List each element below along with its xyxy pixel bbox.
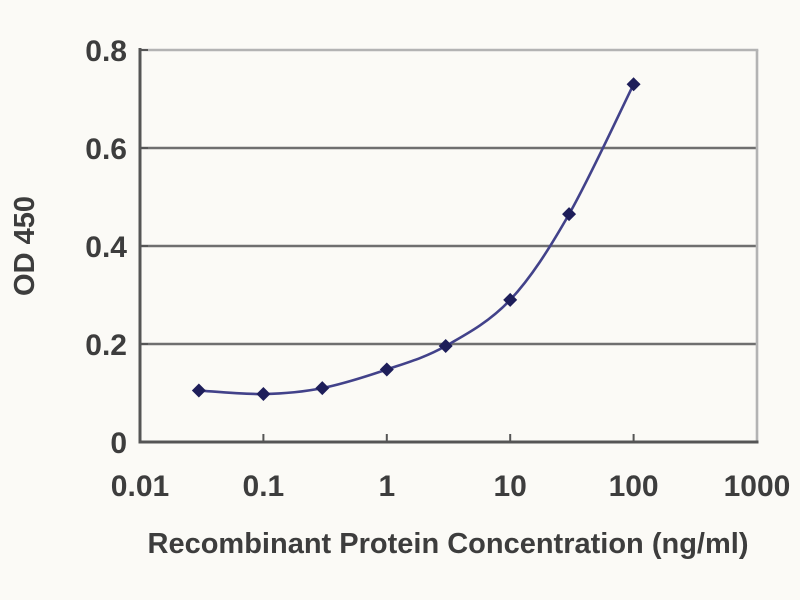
series-layer: [191, 77, 641, 401]
y-tick-label-0: 0: [110, 427, 127, 460]
x-tick-label-0.1: 0.1: [243, 470, 285, 503]
y-tick-label-0.2: 0.2: [85, 329, 127, 362]
y-tick-label-0.4: 0.4: [85, 231, 127, 264]
data-point-30: [562, 207, 577, 222]
y-axis-title: OD 450: [9, 196, 41, 296]
data-point-0.3: [315, 381, 330, 396]
data-point-1: [379, 362, 394, 377]
data-point-0.03: [191, 383, 206, 398]
x-axis-title: Recombinant Protein Concentration (ng/ml…: [148, 528, 749, 560]
data-point-10: [503, 292, 518, 307]
series-line: [198, 83, 635, 396]
data-point-100: [626, 77, 641, 92]
x-tick-label-1: 1: [378, 470, 395, 503]
y-tick-label-0.6: 0.6: [85, 133, 127, 166]
x-tick-label-1000: 1000: [724, 470, 791, 503]
x-tick-label-100: 100: [609, 470, 659, 503]
x-tick-label-10: 10: [494, 470, 527, 503]
axis-layer: 0 0.2 0.4 0.6 0.8 0.01 0.1 1 10 100 1000: [85, 35, 790, 503]
y-tick-label-0.8: 0.8: [85, 35, 127, 68]
data-point-0.1: [256, 386, 271, 401]
grid-layer: [140, 48, 759, 442]
x-tick-label-0.01: 0.01: [111, 470, 169, 503]
data-point-3: [438, 338, 453, 353]
